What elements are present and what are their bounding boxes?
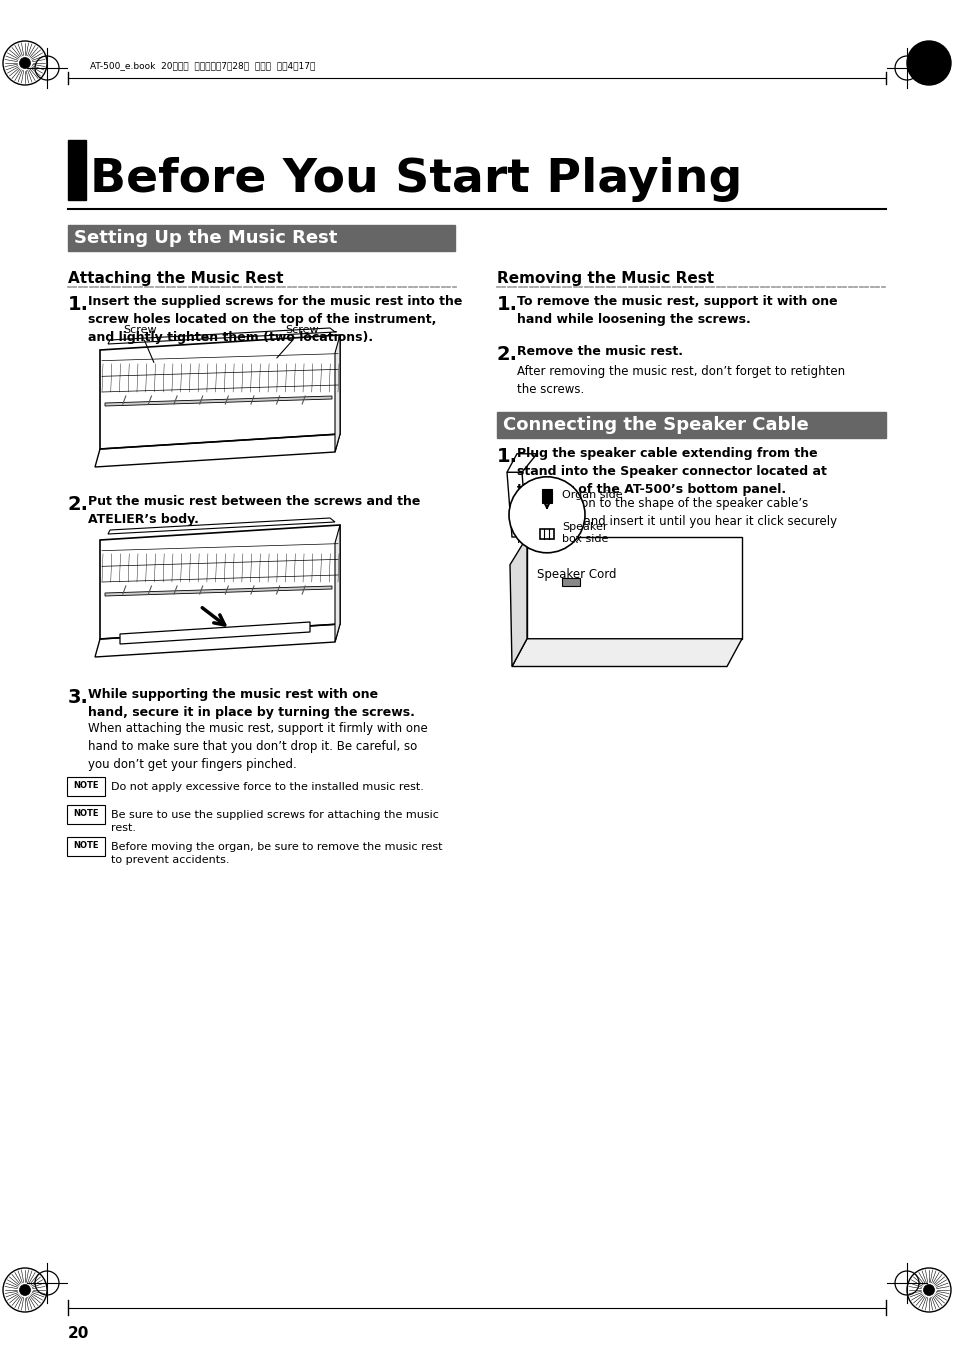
Circle shape: [906, 41, 950, 85]
Circle shape: [923, 1285, 934, 1296]
Text: NOTE: NOTE: [73, 842, 99, 851]
Text: AT-500_e.book  20ページ  ２００８年7月28日  月曜日  午後4晄17分: AT-500_e.book 20ページ ２００８年7月28日 月曜日 午後4晄1…: [90, 62, 315, 70]
Bar: [68, 141, 86, 200]
Text: When attaching the music rest, support it firmly with one
hand to make sure that: When attaching the music rest, support i…: [88, 721, 427, 771]
Text: 2.: 2.: [497, 345, 517, 363]
Text: After removing the music rest, don’t forget to retighten
the screws.: After removing the music rest, don’t for…: [517, 365, 844, 396]
Text: Before You Start Playing: Before You Start Playing: [90, 157, 741, 203]
Polygon shape: [105, 396, 332, 407]
Bar: [497, 412, 885, 438]
Text: Screw: Screw: [276, 326, 318, 358]
Text: To remove the music rest, support it with one
hand while loosening the screws.: To remove the music rest, support it wit…: [517, 295, 837, 326]
Polygon shape: [506, 473, 526, 536]
Text: Put the music rest between the screws and the
ATELIER’s body.: Put the music rest between the screws an…: [88, 494, 420, 526]
Bar: [561, 578, 579, 586]
Text: Screw: Screw: [123, 326, 156, 362]
Circle shape: [509, 477, 584, 553]
Text: Connecting the Speaker Cable: Connecting the Speaker Cable: [502, 416, 808, 434]
Text: Insert the supplied screws for the music rest into the
screw holes located on th: Insert the supplied screws for the music…: [88, 295, 462, 345]
Text: Speaker Cord: Speaker Cord: [537, 567, 616, 581]
Text: NOTE: NOTE: [73, 809, 99, 819]
Text: Before moving the organ, be sure to remove the music rest
to prevent accidents.: Before moving the organ, be sure to remo…: [111, 842, 442, 865]
Polygon shape: [120, 621, 310, 644]
Text: Pay attention to the shape of the speaker cable’s
connector, and insert it until: Pay attention to the shape of the speake…: [517, 497, 836, 546]
Circle shape: [3, 41, 47, 85]
Text: NOTE: NOTE: [73, 781, 99, 790]
Text: While supporting the music rest with one
hand, secure it in place by turning the: While supporting the music rest with one…: [88, 688, 415, 719]
Text: Removing the Music Rest: Removing the Music Rest: [497, 272, 714, 286]
Bar: [539, 528, 554, 539]
Text: 20: 20: [68, 1325, 90, 1342]
Text: 1.: 1.: [497, 295, 517, 313]
Text: Do not apply excessive force to the installed music rest.: Do not apply excessive force to the inst…: [111, 782, 423, 792]
Text: Plug the speaker cable extending from the
stand into the Speaker connector locat: Plug the speaker cable extending from th…: [517, 447, 826, 496]
Text: Remove the music rest.: Remove the music rest.: [517, 345, 682, 358]
Circle shape: [19, 1285, 30, 1296]
Circle shape: [3, 1269, 47, 1312]
Text: Be sure to use the supplied screws for attaching the music
rest.: Be sure to use the supplied screws for a…: [111, 811, 438, 832]
Polygon shape: [335, 335, 339, 453]
Polygon shape: [512, 639, 741, 666]
Text: Organ side: Organ side: [561, 490, 622, 500]
Text: Attaching the Music Rest: Attaching the Music Rest: [68, 272, 283, 286]
Circle shape: [906, 1269, 950, 1312]
Bar: [68, 226, 455, 251]
Text: Speaker
box side: Speaker box side: [561, 521, 608, 543]
Circle shape: [19, 58, 30, 69]
Polygon shape: [105, 586, 332, 596]
Polygon shape: [510, 536, 526, 666]
Text: Setting Up the Music Rest: Setting Up the Music Rest: [74, 230, 337, 247]
Text: 1.: 1.: [68, 295, 89, 313]
Polygon shape: [506, 454, 537, 473]
Text: 1.: 1.: [497, 447, 517, 466]
Bar: [541, 489, 552, 503]
Text: 2.: 2.: [68, 494, 89, 513]
Text: 3.: 3.: [68, 688, 89, 707]
Polygon shape: [335, 526, 339, 642]
Polygon shape: [526, 536, 741, 639]
